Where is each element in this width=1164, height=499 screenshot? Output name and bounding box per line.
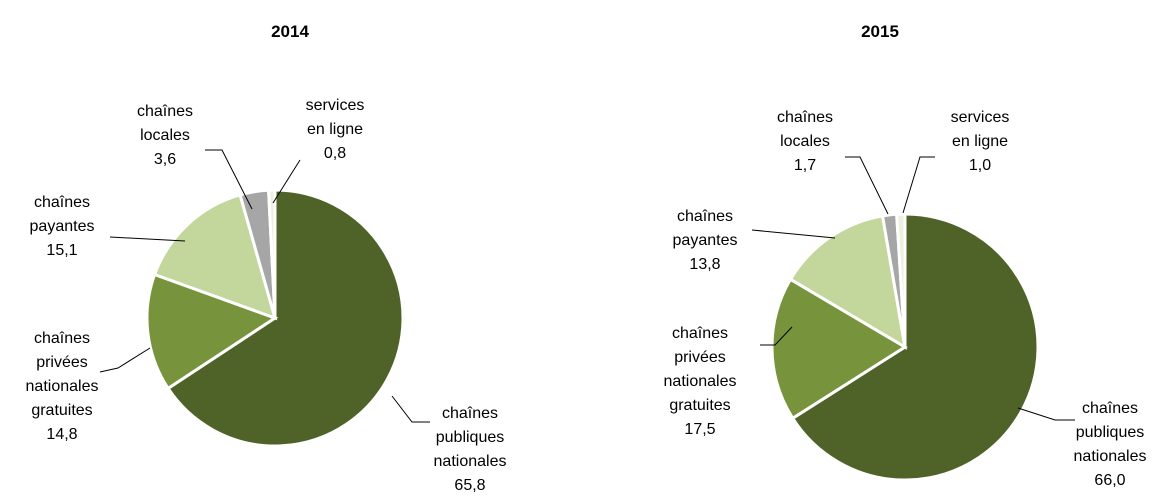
category-label: chaînes (137, 103, 193, 120)
category-label: en ligne (952, 133, 1008, 150)
value-label: 65,8 (454, 477, 485, 494)
category-label: locales (780, 133, 830, 150)
pie-slice (267, 188, 277, 319)
category-label: en ligne (307, 121, 363, 138)
pie-slice (145, 272, 279, 391)
category-label: publiques (1076, 424, 1145, 441)
category-label: gratuites (669, 397, 730, 414)
category-label: chaînes (777, 109, 833, 126)
data-label: chaînes publiques nationales 66,0 (1074, 400, 1147, 489)
category-label: payantes (673, 232, 738, 249)
category-label: services (951, 109, 1010, 126)
data-label: chaînes locales 1,7 (777, 109, 833, 174)
leader-line (760, 326, 793, 346)
data-label: chaînes payantes 13,8 (673, 208, 738, 273)
leader-line (1017, 407, 1075, 421)
data-label: services en ligne 1,0 (951, 109, 1010, 174)
category-label: chaînes (1082, 400, 1138, 417)
chart-title: 2014 (271, 22, 309, 41)
category-label: nationales (1074, 448, 1147, 465)
category-label: privées (674, 349, 726, 366)
value-label: 14,8 (46, 426, 77, 443)
data-label: services en ligne 0,8 (306, 97, 365, 162)
leader-line (902, 156, 935, 214)
value-label: 3,6 (154, 151, 176, 168)
category-label: gratuites (31, 402, 92, 419)
value-label: 0,8 (324, 145, 346, 162)
category-label: locales (140, 127, 190, 144)
chart-title: 2015 (861, 22, 899, 41)
value-label: 17,5 (684, 421, 715, 438)
value-label: 13,8 (689, 256, 720, 273)
value-label: 1,7 (794, 157, 816, 174)
leader-line (99, 347, 151, 373)
category-label: services (306, 97, 365, 114)
pie-slice (152, 192, 278, 321)
category-label: chaînes (677, 208, 733, 225)
category-label: chaînes (672, 325, 728, 342)
category-label: publiques (436, 429, 505, 446)
category-label: chaînes (34, 330, 90, 347)
leader-line (109, 236, 186, 242)
leader-line (272, 159, 301, 204)
value-label: 15,1 (46, 242, 77, 259)
category-label: payantes (30, 218, 95, 235)
leader-line (751, 229, 836, 239)
value-label: 66,0 (1094, 472, 1125, 489)
data-label: chaînes publiques nationales 65,8 (434, 405, 507, 494)
pie-slice (166, 188, 405, 448)
category-label: chaînes (34, 194, 90, 211)
pie-slice (895, 212, 907, 348)
value-label: 1,0 (969, 157, 991, 174)
category-label: nationales (664, 373, 737, 390)
leader-line (205, 149, 253, 210)
category-label: privées (36, 354, 88, 371)
pie-slice (770, 277, 908, 421)
leader-line (845, 156, 889, 215)
data-label: chaînes privées nationales gratuites 17,5 (664, 325, 737, 438)
leader-line (391, 395, 430, 423)
category-label: nationales (434, 453, 507, 470)
category-label: chaînes (442, 405, 498, 422)
pie-slice (790, 212, 1040, 482)
data-label: chaînes locales 3,6 (137, 103, 193, 168)
category-label: nationales (26, 378, 99, 395)
data-label: chaînes payantes 15,1 (30, 194, 95, 259)
data-label: chaînes privées nationales gratuites 14,8 (26, 330, 99, 443)
